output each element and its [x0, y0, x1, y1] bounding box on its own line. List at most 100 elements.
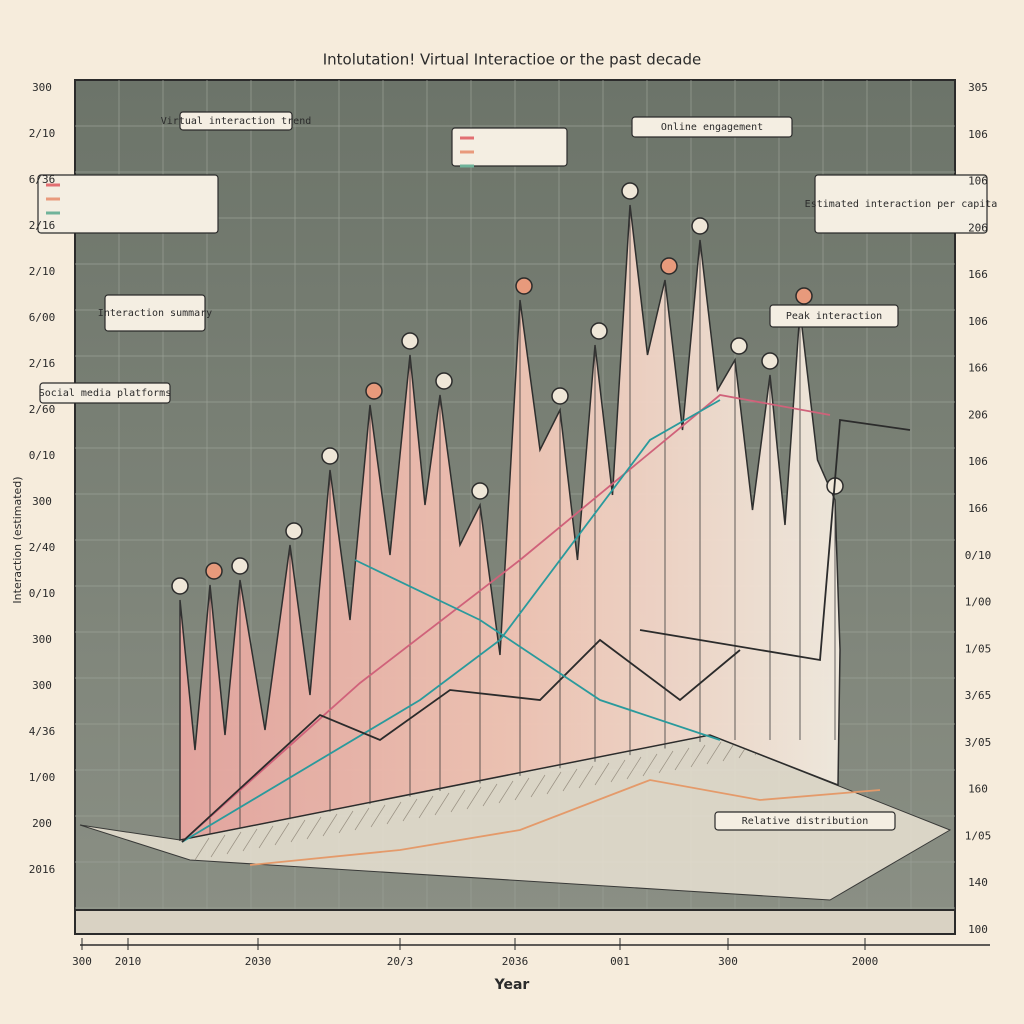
right-tick-label: 3/65: [965, 689, 992, 702]
right-tick-label: 1/05: [965, 642, 992, 655]
left-tick-label: 4/36: [29, 725, 56, 738]
floor-hatch: [578, 765, 594, 789]
right-tick-label: 305: [968, 81, 988, 94]
spike-marker: [691, 217, 709, 235]
floor-hatch: [626, 756, 642, 780]
spike-marker: [285, 522, 303, 540]
left-tick-label: 300: [32, 81, 52, 94]
callout-text: Estimated interaction per capita: [805, 199, 998, 210]
floor-hatch: [194, 837, 210, 861]
trend-lines: [181, 394, 911, 866]
left-tick-label: 2/16: [29, 219, 56, 232]
trend-line: [181, 394, 831, 843]
callout-text: Peak interaction: [786, 311, 882, 322]
floor-hatch: [674, 747, 690, 771]
spike-area: [179, 204, 841, 841]
spike-marker: [365, 382, 383, 400]
floor-hatch: [386, 801, 402, 825]
floor-hatch: [610, 759, 626, 783]
floor-hatch: [482, 783, 498, 807]
floor-hatch: [258, 825, 274, 849]
floor-hatch: [562, 768, 578, 792]
spike-marker: [761, 352, 779, 370]
spike-marker: [401, 332, 419, 350]
left-tick-label: 0/10: [29, 587, 56, 600]
right-tick-label: 0/10: [965, 549, 992, 562]
callout-text: Virtual interaction trend: [161, 116, 312, 127]
x-tick-label: 001: [610, 955, 630, 968]
trend-line: [354, 559, 721, 741]
left-tick-label: 2/10: [29, 127, 56, 140]
left-tick-label: 300: [32, 633, 52, 646]
floor-hatch: [402, 798, 418, 822]
right-tick-label: 160: [968, 783, 988, 796]
right-tick-label: 206: [968, 408, 988, 421]
right-tick-label: 106: [968, 455, 988, 468]
callout-box: [631, 116, 793, 138]
floor-hatch: [322, 813, 338, 837]
left-tick-label: 2/16: [29, 357, 56, 370]
left-tick-label: 0/10: [29, 449, 56, 462]
floor-hatch: [594, 762, 610, 786]
x-band: [74, 909, 956, 935]
callouts: Virtual interaction trend Online engageme…: [37, 111, 998, 831]
left-tick-label: 2/60: [29, 403, 56, 416]
legend-box: [37, 174, 219, 234]
callout-text: Social media platforms: [39, 388, 171, 399]
right-tick-label: 1/00: [965, 596, 992, 609]
spike-marker: [621, 182, 639, 200]
left-tick-label: 200: [32, 817, 52, 830]
x-tick-label: 2010: [115, 955, 142, 968]
callout-box: [769, 304, 899, 328]
spike-marker: [795, 287, 813, 305]
spike-marker: [471, 482, 489, 500]
floor-hatch: [546, 771, 562, 795]
callout-text: Interaction summary: [98, 308, 212, 319]
spike-marker: [231, 557, 249, 575]
right-tick-label: 3/05: [965, 736, 992, 749]
floor-hatch: [274, 822, 290, 846]
x-tick-label: 20/3: [387, 955, 414, 968]
callout-box: [104, 294, 206, 332]
left-tick-label: 2/10: [29, 265, 56, 278]
callout-box: [179, 111, 293, 131]
left-tick-label: 6/00: [29, 311, 56, 324]
floor-hatch: [434, 792, 450, 816]
x-tick-label: 2000: [852, 955, 879, 968]
x-axis-label: Year: [494, 977, 530, 993]
peaks: [79, 182, 952, 901]
floor-hatch: [370, 804, 386, 828]
floor-hatch: [706, 741, 722, 765]
spike-marker: [515, 277, 533, 295]
left-tick-label: 300: [32, 679, 52, 692]
left-tick-label: 6/36: [29, 173, 56, 186]
floor-hatch: [466, 786, 482, 810]
left-tick-label: 300: [32, 495, 52, 508]
x-tick-label: 2030: [245, 955, 272, 968]
spike-marker: [730, 337, 748, 355]
right-tick-label: 166: [968, 268, 988, 281]
callout-text: Online engagement: [661, 122, 763, 133]
ticks: 300 2/10 6/36 2/16 2/10 6/00 2/16 2/60 0/10 300 2/…: [29, 81, 992, 968]
right-tick-label: 166: [968, 502, 988, 515]
chart-title: Intolutation! Virtual Interactioe or the…: [323, 51, 702, 69]
right-tick-label: 206: [968, 221, 988, 234]
right-tick-label: 106: [968, 175, 988, 188]
legend-box: [451, 127, 568, 167]
spike-marker: [321, 447, 339, 465]
floor-hatch: [514, 777, 530, 801]
x-tick-label: 300: [72, 955, 92, 968]
right-tick-label: 100: [968, 923, 988, 936]
left-tick-label: 2/40: [29, 541, 56, 554]
right-tick-label: 1/05: [965, 829, 992, 842]
x-tick-label: 300: [718, 955, 738, 968]
floor-hatch: [210, 834, 226, 858]
callout-text: Relative distribution: [742, 816, 868, 827]
floor-hatch: [418, 795, 434, 819]
floor-hatch: [498, 780, 514, 804]
right-tick-label: 106: [968, 128, 988, 141]
right-tick-label: 140: [968, 876, 988, 889]
spike-marker: [660, 257, 678, 275]
